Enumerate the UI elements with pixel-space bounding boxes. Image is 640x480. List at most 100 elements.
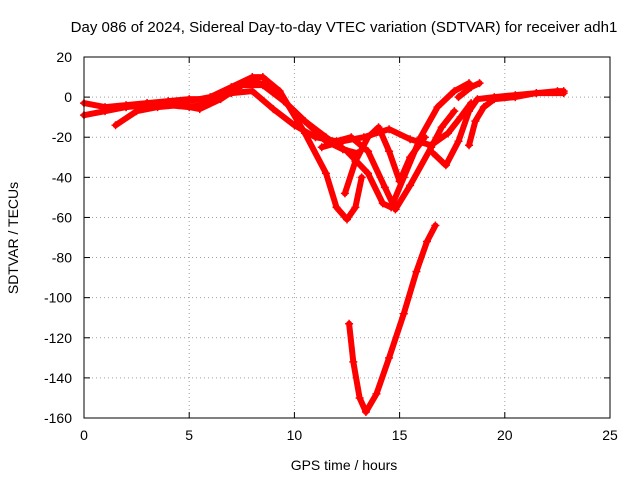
y-tick-label: -120 bbox=[44, 330, 72, 346]
data-point bbox=[465, 107, 474, 116]
data-point bbox=[258, 81, 267, 90]
data-point bbox=[248, 73, 257, 82]
data-point bbox=[454, 93, 463, 102]
x-tick-label: 25 bbox=[602, 427, 618, 443]
y-axis-label: SDTVAR / TECUs bbox=[5, 182, 21, 294]
data-point bbox=[237, 81, 246, 90]
data-point bbox=[275, 87, 284, 96]
data-point bbox=[465, 141, 474, 150]
data-point bbox=[279, 97, 288, 106]
data-point bbox=[364, 147, 373, 156]
series-arc-10 bbox=[345, 221, 440, 416]
data-point bbox=[195, 105, 204, 114]
data-point bbox=[437, 123, 446, 132]
x-tick-label: 0 bbox=[80, 427, 88, 443]
data-point bbox=[164, 97, 173, 106]
axis-ticks: 0 5 10 15 20 25 20 0 -20 -40 -60 -80 -100 -120 -140 -16… bbox=[44, 49, 618, 443]
data-point bbox=[429, 149, 438, 158]
data-point bbox=[412, 267, 421, 276]
data-point bbox=[332, 203, 341, 212]
data-point bbox=[406, 181, 415, 190]
data-point bbox=[343, 215, 351, 224]
y-tick-label: 20 bbox=[56, 49, 72, 65]
data-point bbox=[345, 319, 354, 328]
x-tick-label: 10 bbox=[287, 427, 303, 443]
plot-frame bbox=[83, 56, 611, 419]
series-arc-4 bbox=[122, 87, 459, 214]
data-point bbox=[206, 95, 215, 104]
series-arc-8 bbox=[465, 89, 568, 150]
data-point bbox=[340, 189, 349, 198]
data-point bbox=[467, 83, 476, 92]
data-point bbox=[471, 117, 480, 126]
data-point bbox=[473, 95, 482, 104]
data-point bbox=[431, 221, 440, 230]
data-point bbox=[351, 203, 360, 212]
data-point bbox=[454, 137, 463, 146]
data-point bbox=[385, 353, 394, 362]
data-point bbox=[227, 89, 236, 98]
data-point bbox=[132, 107, 141, 116]
data-point bbox=[357, 173, 366, 182]
grid bbox=[84, 57, 610, 418]
y-tick-label: -140 bbox=[44, 370, 72, 386]
chart-title: Day 086 of 2024, Sidereal Day-to-day VTE… bbox=[71, 19, 618, 36]
data-point bbox=[433, 103, 442, 112]
data-point bbox=[185, 95, 194, 104]
x-tick-label: 5 bbox=[185, 427, 193, 443]
y-tick-label: -160 bbox=[44, 410, 72, 426]
data-point bbox=[456, 113, 465, 122]
data-point bbox=[269, 105, 278, 114]
x-axis-label: GPS time / hours bbox=[291, 457, 398, 473]
data-point bbox=[441, 161, 450, 170]
data-point bbox=[406, 153, 415, 162]
data-point bbox=[559, 89, 568, 98]
data-point bbox=[122, 103, 131, 112]
data-point bbox=[391, 205, 400, 214]
series-layer bbox=[80, 73, 568, 416]
data-point bbox=[349, 357, 358, 366]
y-tick-label: -60 bbox=[52, 209, 72, 225]
data-point bbox=[450, 87, 459, 96]
data-point bbox=[355, 393, 364, 402]
data-point bbox=[479, 103, 488, 112]
data-point bbox=[311, 133, 320, 142]
data-point bbox=[351, 157, 360, 166]
data-point bbox=[490, 95, 499, 104]
data-point bbox=[143, 99, 152, 108]
y-tick-label: -100 bbox=[44, 290, 72, 306]
data-point bbox=[321, 169, 330, 178]
data-point bbox=[317, 143, 326, 152]
data-point bbox=[422, 237, 431, 246]
x-tick-label: 15 bbox=[392, 427, 408, 443]
data-point bbox=[511, 93, 520, 102]
series-line bbox=[341, 124, 428, 197]
data-point bbox=[475, 79, 484, 88]
data-point bbox=[248, 87, 257, 96]
data-point bbox=[450, 107, 459, 116]
data-point bbox=[101, 107, 110, 116]
series-arc-9 bbox=[454, 79, 484, 102]
series-line bbox=[346, 222, 439, 415]
data-point bbox=[343, 147, 351, 156]
y-tick-label: -40 bbox=[52, 169, 72, 185]
data-point bbox=[111, 121, 120, 130]
data-point bbox=[300, 117, 309, 126]
data-point bbox=[395, 177, 404, 186]
data-point bbox=[290, 121, 299, 130]
data-point bbox=[364, 133, 373, 142]
series-arc-5 bbox=[317, 99, 476, 152]
data-point bbox=[338, 137, 347, 146]
data-point bbox=[372, 389, 381, 398]
data-point bbox=[532, 89, 541, 98]
y-tick-label: -80 bbox=[52, 250, 72, 266]
series-arc-6 bbox=[340, 123, 429, 198]
data-point bbox=[443, 129, 452, 138]
data-point bbox=[385, 125, 394, 134]
y-tick-label: -20 bbox=[52, 129, 72, 145]
data-point bbox=[361, 407, 370, 416]
data-point bbox=[258, 73, 267, 82]
data-point bbox=[378, 199, 387, 208]
x-tick-label: 20 bbox=[497, 427, 513, 443]
